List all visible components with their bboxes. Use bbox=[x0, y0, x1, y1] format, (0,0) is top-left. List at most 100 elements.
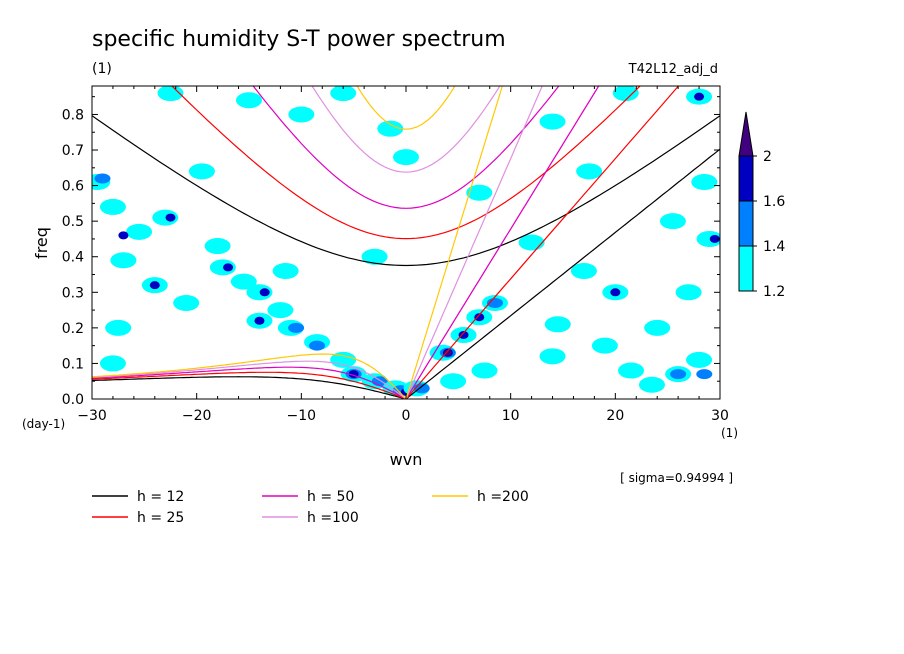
shaded-region bbox=[659, 213, 686, 230]
shaded-region bbox=[686, 351, 713, 368]
shaded-region bbox=[105, 319, 132, 336]
inertia-gravity-curve bbox=[311, 86, 501, 173]
dispersion-curves bbox=[92, 86, 720, 399]
shaded-region bbox=[670, 369, 687, 380]
colorbar-swatch bbox=[738, 200, 754, 247]
shaded-region bbox=[188, 163, 215, 180]
shaded-region bbox=[165, 213, 176, 222]
inertia-gravity-curve bbox=[171, 86, 641, 240]
y-tick-label: 0.4 bbox=[62, 250, 84, 266]
shaded-region bbox=[126, 223, 153, 240]
y-tick-label: 0.6 bbox=[62, 179, 84, 195]
x-tick-label: 20 bbox=[606, 408, 624, 424]
colorbar-label: 1.2 bbox=[763, 284, 785, 300]
x-axis-ticks: −30 −20 −10 0 10 20 30 bbox=[77, 86, 729, 424]
shaded-region bbox=[471, 362, 498, 379]
colorbar-extend-arrow bbox=[738, 111, 754, 157]
x-tick-label: 30 bbox=[711, 408, 729, 424]
shaded-region bbox=[246, 284, 273, 301]
y-tick-label: 0.2 bbox=[62, 321, 84, 337]
title-unit: (1) bbox=[92, 61, 112, 77]
shaded-region bbox=[691, 174, 718, 191]
shaded-region bbox=[377, 120, 404, 137]
legend-entry-label: h =200 bbox=[477, 489, 529, 505]
shaded-region bbox=[696, 369, 713, 380]
y-axis-label: freq bbox=[32, 227, 51, 259]
kelvin-curve bbox=[405, 148, 720, 399]
shaded-region bbox=[204, 238, 231, 255]
shaded-region bbox=[539, 348, 566, 365]
inertia-gravity-curve bbox=[92, 115, 720, 267]
x-axis-unit: (1) bbox=[721, 426, 738, 440]
shaded-region bbox=[152, 209, 179, 226]
legend: h = 12 h = 25 h = 50 h =100 h =200 bbox=[92, 489, 529, 526]
rossby-curve bbox=[92, 376, 407, 399]
shaded-region bbox=[544, 316, 571, 333]
x-tick-label: −30 bbox=[77, 408, 107, 424]
legend-entry-label: h = 12 bbox=[137, 489, 184, 505]
shaded-region bbox=[443, 349, 452, 356]
shaded-region bbox=[309, 340, 326, 351]
shaded-region bbox=[254, 316, 265, 325]
kelvin-curve bbox=[405, 86, 600, 399]
rossby-curve bbox=[92, 371, 407, 399]
kelvin-curve bbox=[405, 86, 543, 399]
shaded-region bbox=[288, 322, 305, 333]
rossby-curve bbox=[92, 366, 407, 399]
curve-group bbox=[92, 86, 503, 399]
colorbar-label: 1.6 bbox=[763, 194, 785, 210]
plot-area bbox=[92, 86, 720, 399]
shaded-region bbox=[393, 149, 419, 166]
shaded-region bbox=[230, 273, 257, 290]
shaded-region bbox=[330, 86, 357, 102]
y-axis-ticks: 0.0 0.1 0.2 0.3 0.4 0.5 0.6 0.7 0.8 bbox=[62, 96, 720, 408]
curve-group bbox=[92, 86, 543, 399]
shaded-region bbox=[288, 106, 315, 123]
shaded-region bbox=[209, 259, 236, 276]
shaded-region bbox=[694, 92, 705, 101]
curve-group bbox=[92, 86, 680, 399]
curve-group bbox=[92, 115, 720, 399]
shaded-region bbox=[94, 173, 111, 184]
shaded-region bbox=[272, 262, 299, 279]
rossby-curve bbox=[92, 360, 407, 399]
shaded-region bbox=[99, 198, 126, 215]
shaded-region bbox=[118, 231, 129, 240]
x-tick-label: 10 bbox=[502, 408, 520, 424]
kelvin-curve bbox=[405, 86, 503, 399]
shaded-region bbox=[612, 86, 639, 102]
colorbar: 1.2 1.4 1.6 2 bbox=[738, 111, 785, 300]
shaded-region bbox=[644, 319, 671, 336]
shaded-region bbox=[570, 262, 597, 279]
shaded-region bbox=[576, 163, 603, 180]
sigma-note: [ sigma=0.94994 ] bbox=[620, 471, 733, 485]
curve-group bbox=[92, 86, 600, 399]
shaded-region bbox=[675, 284, 702, 301]
shaded-region bbox=[610, 288, 621, 297]
shaded-region bbox=[458, 330, 469, 339]
legend-entry-label: h = 50 bbox=[307, 489, 354, 505]
y-tick-label: 0.7 bbox=[62, 143, 84, 159]
x-tick-label: −20 bbox=[182, 408, 212, 424]
inertia-gravity-curve bbox=[356, 86, 456, 130]
shaded-region bbox=[466, 184, 493, 201]
y-tick-label: 0.8 bbox=[62, 107, 84, 123]
colorbar-swatch bbox=[738, 245, 754, 292]
x-axis-label: wvn bbox=[390, 450, 423, 469]
y-axis-unit: (day-1) bbox=[22, 417, 65, 431]
shaded-region bbox=[173, 294, 200, 311]
shaded-region bbox=[591, 337, 618, 354]
shaded-region bbox=[149, 281, 160, 290]
shaded-region bbox=[638, 376, 665, 393]
x-tick-label: −10 bbox=[287, 408, 317, 424]
shaded-region bbox=[361, 248, 388, 265]
run-id-label: T42L12_adj_d bbox=[628, 62, 718, 77]
shaded-region bbox=[236, 92, 262, 109]
shaded-region bbox=[267, 302, 294, 319]
shaded-region bbox=[157, 86, 184, 102]
shaded-region bbox=[440, 373, 467, 390]
x-tick-label: 0 bbox=[402, 408, 411, 424]
shaded-regions bbox=[92, 86, 720, 397]
